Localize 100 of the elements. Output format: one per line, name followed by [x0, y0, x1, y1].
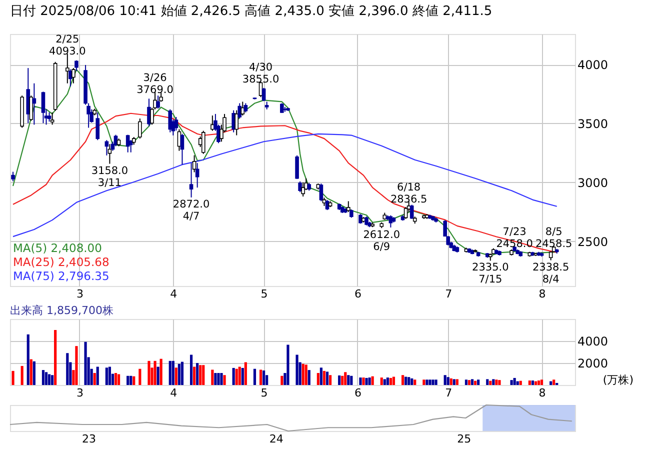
- bar: [259, 370, 262, 385]
- bar: [328, 375, 332, 385]
- bar: [193, 366, 196, 385]
- bar: [54, 330, 57, 385]
- candlestick: [66, 53, 70, 84]
- bar: [489, 380, 492, 385]
- x-tick-label: 7: [445, 288, 452, 300]
- x-tick-label: 8: [538, 288, 546, 300]
- bar: [105, 368, 108, 385]
- text: MA(75) 2,796.35: [13, 269, 110, 283]
- candlestick: [189, 162, 194, 198]
- bar: [470, 379, 474, 385]
- bar: [365, 378, 368, 385]
- bar: [51, 375, 54, 385]
- bar: [214, 373, 217, 385]
- annotation: 6/18 2836.5: [390, 182, 428, 206]
- y-axis-title: (万株): [602, 374, 634, 386]
- bar: [464, 380, 468, 385]
- bar: [132, 376, 136, 385]
- bar: [338, 375, 341, 385]
- bar: [380, 378, 383, 385]
- bar: [114, 373, 118, 385]
- bar: [414, 380, 416, 385]
- candlestick: [298, 180, 302, 193]
- bar: [66, 353, 69, 385]
- candlestick: [138, 118, 142, 140]
- bar: [422, 380, 426, 385]
- bar: [389, 378, 392, 385]
- bar: [286, 344, 290, 385]
- bar: [308, 370, 310, 385]
- x-tick-label: 6: [354, 386, 362, 400]
- candlestick: [240, 101, 245, 116]
- bar: [84, 342, 87, 385]
- bar: [368, 378, 371, 385]
- x-tick-label: 7: [445, 386, 452, 400]
- x-tick-label: 4: [170, 288, 178, 300]
- annotation: 2335.0 7/15: [472, 262, 509, 286]
- bar: [408, 377, 410, 385]
- bar: [320, 368, 323, 385]
- candlestick: [174, 116, 178, 132]
- candlestick: [159, 92, 163, 102]
- bar: [238, 366, 241, 385]
- chart-title: 日付 2025/08/06 10:41 始値 2,426.5 高値 2,435.0 安値 2,396.0 終値 2,411.5: [10, 3, 492, 19]
- y-tick-label: 2500: [578, 234, 608, 249]
- bar: [552, 380, 556, 385]
- annotation: 8/5 2458.5: [535, 226, 572, 250]
- candlestick: [262, 87, 266, 102]
- bar: [253, 368, 256, 385]
- bar: [326, 372, 329, 385]
- candlestick: [74, 60, 78, 72]
- bar: [316, 373, 320, 385]
- x-tick-label: 5: [260, 386, 268, 400]
- y-tick-label: 2000: [578, 356, 608, 370]
- bar: [30, 359, 32, 385]
- y-tick-label: 3500: [578, 116, 608, 131]
- bar: [383, 379, 386, 385]
- annotation: 2612.0 6/9: [363, 229, 400, 254]
- candlestick: [180, 133, 184, 166]
- bar: [528, 380, 531, 385]
- annotation: 3158.0 3/11: [91, 164, 128, 189]
- bar: [148, 360, 150, 385]
- candlestick: [156, 95, 160, 110]
- candlestick: [41, 91, 46, 124]
- x-tick-label: 8: [538, 386, 546, 400]
- bar: [510, 380, 513, 385]
- x-tick-label: 4: [170, 386, 178, 400]
- bar: [199, 365, 202, 385]
- x-tick-label: 5: [260, 288, 268, 300]
- candlestick: [346, 200, 350, 213]
- bar: [223, 375, 226, 385]
- bar: [48, 374, 51, 385]
- candlestick: [234, 110, 239, 136]
- bar: [117, 374, 120, 385]
- bar: [232, 368, 235, 385]
- bar: [392, 376, 396, 385]
- bar: [304, 364, 308, 385]
- bar: [450, 378, 452, 385]
- bar: [235, 368, 238, 385]
- bar: [468, 380, 471, 385]
- bar: [160, 358, 162, 385]
- bar: [550, 381, 552, 385]
- bar: [386, 378, 389, 385]
- bar: [190, 354, 193, 385]
- bar: [531, 380, 534, 385]
- bar: [359, 378, 362, 385]
- y-tick-label: 4000: [578, 334, 608, 348]
- bar: [156, 366, 160, 385]
- bar: [42, 370, 45, 385]
- bar: [477, 380, 480, 385]
- x-tick-label: 25: [457, 432, 472, 446]
- bar: [516, 381, 519, 385]
- bar: [432, 380, 434, 385]
- bar: [20, 366, 24, 385]
- bar: [12, 370, 14, 385]
- candlestick: [201, 130, 206, 154]
- text: MA(5) 2,408.00: [13, 241, 102, 255]
- bar: [302, 364, 304, 385]
- annotation: 3/26 3769.0: [136, 72, 174, 96]
- candlestick: [29, 95, 34, 122]
- bar: [344, 372, 347, 385]
